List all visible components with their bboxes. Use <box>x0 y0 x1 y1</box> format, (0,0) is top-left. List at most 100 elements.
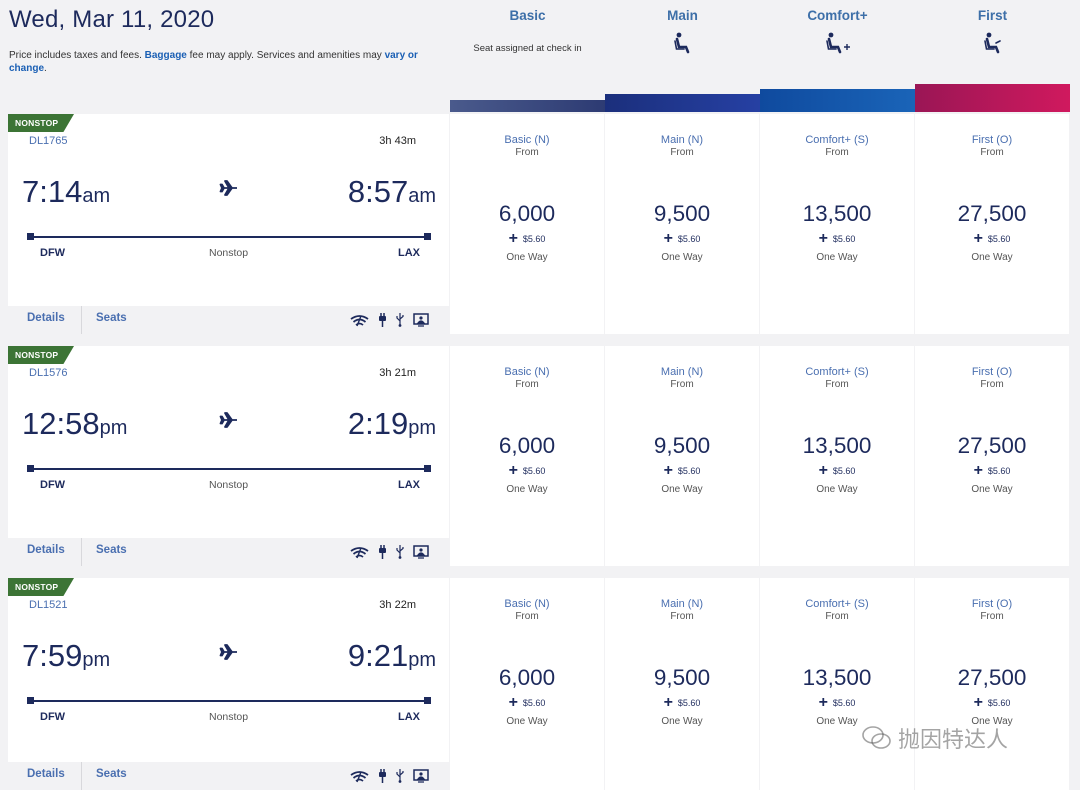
fare-basic-card[interactable]: Basic (N) From 6,000 + $5.60 One Way <box>450 346 604 566</box>
cabin-header-basic: Basic Seat assigned at check in <box>473 8 582 54</box>
fare-class-label: First (O) <box>971 366 1013 378</box>
destination-airport: LAX <box>398 479 420 491</box>
flight-number[interactable]: DL1521 <box>29 599 68 611</box>
fare-from-label: From <box>980 379 1004 390</box>
flight-number[interactable]: DL1765 <box>29 135 68 147</box>
fare-main-card[interactable]: Main (N) From 9,500 + $5.60 One Way <box>605 578 759 790</box>
fare-tax: + $5.60 <box>508 694 546 711</box>
departure-time: 7:14am <box>22 174 111 209</box>
route-start-dot <box>27 233 34 240</box>
cabin-bar-comfort <box>760 89 915 112</box>
fare-tax: + $5.60 <box>508 230 546 247</box>
destination-airport: LAX <box>398 247 420 259</box>
flight-info-panel: NONSTOP DL1765 3h 43m 7:14am 8:57am DFW … <box>8 114 449 334</box>
fare-class-label: Main (N) <box>660 598 704 610</box>
flight-actions-bar: Details Seats <box>8 762 449 790</box>
departure-time: 12:58pm <box>22 406 128 441</box>
departure-time: 7:59pm <box>22 638 111 673</box>
details-link[interactable]: Details <box>27 312 65 324</box>
route-start-dot <box>27 697 34 704</box>
fare-trip-type: One Way <box>971 484 1013 495</box>
chat-bubble-icon <box>862 726 891 749</box>
airplane-icon <box>219 644 237 660</box>
plus-icon: + <box>508 694 518 711</box>
fare-main-card[interactable]: Main (N) From 9,500 + $5.60 One Way <box>605 346 759 566</box>
power-icon <box>379 313 386 327</box>
seats-link[interactable]: Seats <box>96 312 127 324</box>
fare-trip-type: One Way <box>971 252 1013 263</box>
fare-from-label: From <box>825 379 849 390</box>
fare-miles: 13,500 <box>802 665 872 690</box>
divider <box>81 762 82 790</box>
destination-airport: LAX <box>398 711 420 723</box>
fare-class-label: Basic (N) <box>504 366 550 378</box>
usb-icon <box>396 769 404 783</box>
fare-from-label: From <box>670 147 694 158</box>
vary-or-change-link[interactable]: vary or change <box>9 50 418 74</box>
wifi-icon <box>350 770 369 782</box>
fare-miles: 27,500 <box>957 201 1027 226</box>
fare-miles: 9,500 <box>653 433 711 458</box>
cabin-bar-basic <box>450 100 605 112</box>
stops-label: Nonstop <box>209 247 249 259</box>
flight-info-panel: NONSTOP DL1576 3h 21m 12:58pm 2:19pm DFW… <box>8 346 449 566</box>
fare-miles: 9,500 <box>653 665 711 690</box>
fare-tax: + $5.60 <box>973 694 1011 711</box>
seats-link[interactable]: Seats <box>96 544 127 556</box>
fare-class-label: Comfort+ (S) <box>805 366 869 378</box>
power-icon <box>379 769 386 783</box>
fare-from-label: From <box>825 147 849 158</box>
plus-icon: + <box>508 462 518 479</box>
route-line <box>30 700 428 702</box>
fare-main-card[interactable]: Main (N) From 9,500 + $5.60 One Way <box>605 114 759 334</box>
fare-class-label: Comfort+ (S) <box>805 598 869 610</box>
arrival-time: 9:21pm <box>347 638 436 673</box>
entertainment-icon <box>413 545 429 559</box>
fare-from-label: From <box>670 611 694 622</box>
page-title: Wed, Mar 11, 2020 <box>9 6 215 33</box>
fare-from-label: From <box>980 147 1004 158</box>
fare-tax: + $5.60 <box>663 230 701 247</box>
fare-from-label: From <box>980 611 1004 622</box>
plus-icon: + <box>973 462 983 479</box>
fare-from-label: From <box>670 379 694 390</box>
fare-tax: + $5.60 <box>663 694 701 711</box>
origin-airport: DFW <box>40 247 66 259</box>
plus-icon: + <box>973 694 983 711</box>
flight-duration: 3h 43m <box>379 135 416 147</box>
details-link[interactable]: Details <box>27 544 65 556</box>
fare-comfort-card[interactable]: Comfort+ (S) From 13,500 + $5.60 One Way <box>760 578 914 790</box>
route-start-dot <box>27 465 34 472</box>
baggage-link[interactable]: Baggage <box>144 50 187 61</box>
details-link[interactable]: Details <box>27 768 65 780</box>
fare-first-card[interactable]: First (O) From 27,500 + $5.60 One Way <box>915 114 1069 334</box>
fare-basic-card[interactable]: Basic (N) From 6,000 + $5.60 One Way <box>450 578 604 790</box>
fare-tax: + $5.60 <box>973 230 1011 247</box>
fare-trip-type: One Way <box>661 484 703 495</box>
arrival-time: 8:57am <box>347 174 436 209</box>
seats-link[interactable]: Seats <box>96 768 127 780</box>
price-notice: Price includes taxes and fees. Baggage f… <box>9 50 418 74</box>
fare-first-card[interactable]: First (O) From 27,500 + $5.60 One Way <box>915 346 1069 566</box>
fare-tax: + $5.60 <box>818 462 856 479</box>
fare-first-card[interactable]: First (O) From 27,500 + $5.60 One Way <box>915 578 1069 790</box>
fare-from-label: From <box>515 147 539 158</box>
cabin-header-comfort: Comfort+ <box>760 8 915 54</box>
fare-tax: + $5.60 <box>663 462 701 479</box>
plus-icon: + <box>973 230 983 247</box>
fare-tax: + $5.60 <box>973 462 1011 479</box>
plus-icon: + <box>818 462 828 479</box>
fare-miles: 6,000 <box>498 433 556 458</box>
fare-trip-type: One Way <box>816 484 858 495</box>
fare-comfort-card[interactable]: Comfort+ (S) From 13,500 + $5.60 One Way <box>760 346 914 566</box>
fare-trip-type: One Way <box>816 716 858 727</box>
flight-duration: 3h 21m <box>379 367 416 379</box>
origin-airport: DFW <box>40 711 66 723</box>
flight-info-panel: NONSTOP DL1521 3h 22m 7:59pm 9:21pm DFW … <box>8 578 449 790</box>
entertainment-icon <box>413 313 429 327</box>
flight-number[interactable]: DL1576 <box>29 367 68 379</box>
fare-basic-card[interactable]: Basic (N) From 6,000 + $5.60 One Way <box>450 114 604 334</box>
fare-comfort-card[interactable]: Comfort+ (S) From 13,500 + $5.60 One Way <box>760 114 914 334</box>
usb-icon <box>396 545 404 559</box>
flight-duration: 3h 22m <box>379 599 416 611</box>
